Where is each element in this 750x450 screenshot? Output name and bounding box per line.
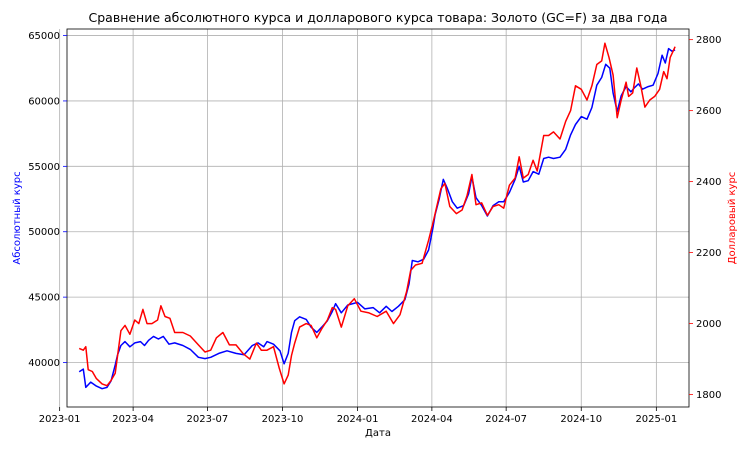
y-axis-left-label: Абсолютный курс bbox=[12, 171, 23, 264]
x-tick-label: 2023-01 bbox=[39, 414, 81, 425]
plot-frame bbox=[66, 28, 690, 408]
x-axis-label: Дата bbox=[365, 428, 391, 439]
series-layer bbox=[78, 42, 676, 390]
x-tick-label: 2024-04 bbox=[411, 414, 453, 425]
x-tick-label: 2024-07 bbox=[485, 414, 527, 425]
x-tick-label: 2023-07 bbox=[187, 414, 229, 425]
x-tick-label: 2024-01 bbox=[337, 414, 379, 425]
grid bbox=[59, 29, 689, 407]
y-left-tick-label: 40000 bbox=[28, 358, 60, 369]
y-axis-right-label: Долларовый курс bbox=[727, 172, 738, 265]
y-left-tick-label: 45000 bbox=[28, 293, 60, 304]
y-left-tick-label: 50000 bbox=[28, 227, 60, 238]
series-line-dollar bbox=[78, 42, 676, 387]
y-right-tick-label: 1800 bbox=[696, 390, 721, 401]
x-tick-label: 2023-04 bbox=[112, 414, 154, 425]
y-left-tick-label: 60000 bbox=[28, 96, 60, 107]
y-right-tick-label: 2400 bbox=[696, 177, 721, 188]
y-axis-left: 40000 45000 50000 55000 60000 65000 bbox=[28, 31, 67, 369]
y-right-tick-label: 2800 bbox=[696, 35, 721, 46]
y-right-tick-label: 2600 bbox=[696, 106, 721, 117]
y-left-tick-label: 55000 bbox=[28, 162, 60, 173]
x-tick-label: 2024-10 bbox=[560, 414, 602, 425]
y-left-tick-label: 65000 bbox=[28, 31, 60, 42]
x-axis: 2023-01 2023-04 2023-07 2023-10 2024-01 2024-… bbox=[39, 407, 677, 425]
x-tick-label: 2025-01 bbox=[635, 414, 677, 425]
chart-title: Сравнение абсолютного курса и долларовог… bbox=[89, 10, 668, 25]
y-right-tick-label: 2000 bbox=[696, 319, 721, 330]
x-tick-label: 2023-10 bbox=[262, 414, 304, 425]
y-right-tick-label: 2200 bbox=[696, 248, 721, 259]
y-axis-right: 1800 2000 2200 2400 2600 2800 bbox=[689, 35, 721, 401]
